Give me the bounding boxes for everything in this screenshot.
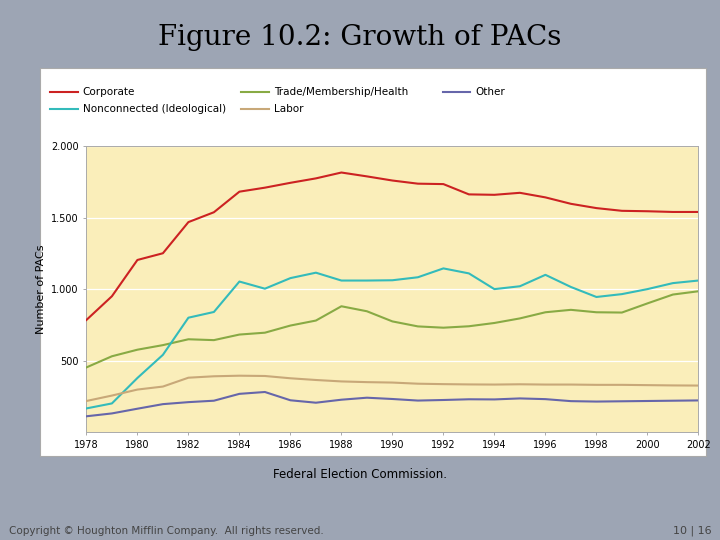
Text: Corporate: Corporate [83,87,135,97]
Text: Federal Election Commission.: Federal Election Commission. [273,468,447,481]
Text: Other: Other [475,87,505,97]
Text: Nonconnected (Ideological): Nonconnected (Ideological) [83,104,226,113]
Text: Trade/Membership/Health: Trade/Membership/Health [274,87,408,97]
Text: 10 | 16: 10 | 16 [672,525,711,536]
Text: Copyright © Houghton Mifflin Company.  All rights reserved.: Copyright © Houghton Mifflin Company. Al… [9,525,323,536]
Text: Labor: Labor [274,104,303,113]
Y-axis label: Number of PACs: Number of PACs [35,245,45,334]
Text: Figure 10.2: Growth of PACs: Figure 10.2: Growth of PACs [158,24,562,51]
